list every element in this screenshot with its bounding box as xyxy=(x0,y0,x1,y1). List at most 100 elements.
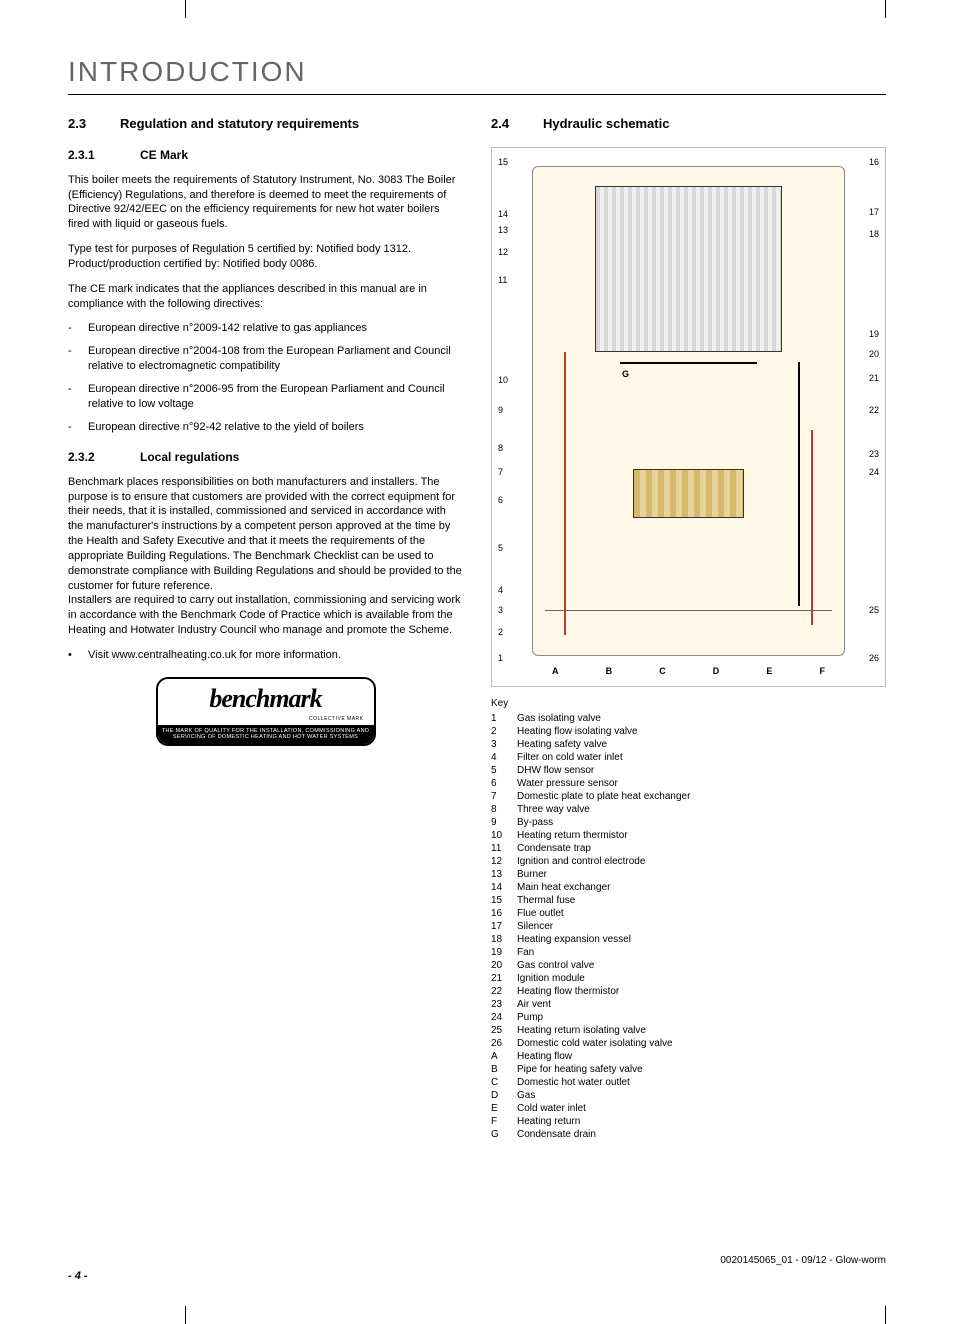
key-row: 13Burner xyxy=(491,868,886,881)
key-label: Heating flow isolating valve xyxy=(517,725,638,738)
key-id: 23 xyxy=(491,998,517,1011)
key-id: 13 xyxy=(491,868,517,881)
schematic-callout: 26 xyxy=(869,652,879,664)
schematic-callout: 25 xyxy=(869,604,879,616)
key-label: Condensate trap xyxy=(517,842,591,855)
schematic-callout: 2 xyxy=(498,626,503,638)
key-row: 16Flue outlet xyxy=(491,907,886,920)
key-label: Ignition and control electrode xyxy=(517,855,645,868)
key-row: 10Heating return thermistor xyxy=(491,829,886,842)
key-id: 16 xyxy=(491,907,517,920)
benchmark-logo: benchmark COLLECTIVE MARK THE MARK OF QU… xyxy=(156,677,376,746)
crop-mark xyxy=(885,1306,886,1324)
key-id: 1 xyxy=(491,712,517,725)
schematic-callout: 23 xyxy=(869,448,879,460)
heat-exchanger-shape xyxy=(595,186,782,352)
key-row: 2Heating flow isolating valve xyxy=(491,725,886,738)
subsection-title: Local regulations xyxy=(140,449,239,465)
key-row: 4Filter on cold water inlet xyxy=(491,751,886,764)
schematic-label-g: G xyxy=(622,368,629,380)
schematic-callout: 19 xyxy=(869,328,879,340)
key-label: Flue outlet xyxy=(517,907,564,920)
key-label: Heating expansion vessel xyxy=(517,933,631,946)
key-id: 14 xyxy=(491,881,517,894)
title-rule xyxy=(68,94,886,95)
subsection-heading-2-3-2: 2.3.2 Local regulations xyxy=(68,449,463,465)
key-label: Heating return xyxy=(517,1115,580,1128)
key-label: Gas isolating valve xyxy=(517,712,601,725)
key-label: Fan xyxy=(517,946,534,959)
pipe-shape xyxy=(620,362,757,364)
key-row: 18Heating expansion vessel xyxy=(491,933,886,946)
list-item: Visit www.centralheating.co.uk for more … xyxy=(88,648,341,663)
key-row: AHeating flow xyxy=(491,1050,886,1063)
schematic-letter: A xyxy=(552,665,559,677)
schematic-callout: 1 xyxy=(498,652,503,664)
key-id: 24 xyxy=(491,1011,517,1024)
key-row: DGas xyxy=(491,1089,886,1102)
key-row: 20Gas control valve xyxy=(491,959,886,972)
key-row: 14Main heat exchanger xyxy=(491,881,886,894)
crop-mark xyxy=(185,1306,186,1324)
benchmark-band: THE MARK OF QUALITY FOR THE INSTALLATION… xyxy=(158,725,374,744)
key-row: 17Silencer xyxy=(491,920,886,933)
key-label: Domestic cold water isolating valve xyxy=(517,1037,673,1050)
subsection-num: 2.3.1 xyxy=(68,147,140,163)
key-row: 15Thermal fuse xyxy=(491,894,886,907)
schematic-callout: 15 xyxy=(498,156,508,168)
page-title: INTRODUCTION xyxy=(68,56,886,88)
schematic-callout: 9 xyxy=(498,404,503,416)
key-label: Domestic hot water outlet xyxy=(517,1076,630,1089)
key-id: 3 xyxy=(491,738,517,751)
key-row: 12Ignition and control electrode xyxy=(491,855,886,868)
key-id: 7 xyxy=(491,790,517,803)
body-text: Type test for purposes of Regulation 5 c… xyxy=(68,242,463,257)
list-item: European directive n°92-42 relative to t… xyxy=(88,420,463,435)
list-item: European directive n°2009-142 relative t… xyxy=(88,321,463,336)
schematic-callout: 11 xyxy=(498,274,507,286)
schematic-callout: 7 xyxy=(498,466,503,478)
pipe-shape xyxy=(811,430,813,625)
key-label: Thermal fuse xyxy=(517,894,575,907)
key-label: Filter on cold water inlet xyxy=(517,751,623,764)
plate-exchanger-shape xyxy=(633,469,745,518)
list-item: European directive n°2004-108 from the E… xyxy=(88,344,463,374)
key-id: 2 xyxy=(491,725,517,738)
directives-list: European directive n°2009-142 relative t… xyxy=(68,321,463,434)
key-row: BPipe for heating safety valve xyxy=(491,1063,886,1076)
key-row: 3Heating safety valve xyxy=(491,738,886,751)
key-label: By-pass xyxy=(517,816,553,829)
key-row: 11Condensate trap xyxy=(491,842,886,855)
key-id: 12 xyxy=(491,855,517,868)
key-label: Heating return isolating valve xyxy=(517,1024,646,1037)
pipe-shape xyxy=(798,362,800,606)
key-label: Silencer xyxy=(517,920,553,933)
section-num: 2.3 xyxy=(68,115,120,133)
key-id: E xyxy=(491,1102,517,1115)
schematic-callout: 12 xyxy=(498,246,508,258)
key-row: 24Pump xyxy=(491,1011,886,1024)
key-label: Burner xyxy=(517,868,547,881)
footer-doc-id: 0020145065_01 - 09/12 - Glow-worm xyxy=(68,1255,886,1266)
key-label: DHW flow sensor xyxy=(517,764,594,777)
pipe-shape xyxy=(545,610,831,611)
schematic-bottom-letters: ABCDEF xyxy=(552,665,825,677)
right-column: 2.4 Hydraulic schematic G ABCDEF 1514131… xyxy=(491,115,886,1141)
key-label: Ignition module xyxy=(517,972,585,985)
body-text: Benchmark places responsibilities on bot… xyxy=(68,475,463,594)
schematic-callout: 4 xyxy=(498,584,503,596)
schematic-letter: F xyxy=(819,665,825,677)
key-id: 26 xyxy=(491,1037,517,1050)
key-label: Main heat exchanger xyxy=(517,881,610,894)
key-row: 21Ignition module xyxy=(491,972,886,985)
schematic-letter: C xyxy=(659,665,666,677)
key-id: 5 xyxy=(491,764,517,777)
schematic-callout: 16 xyxy=(869,156,879,168)
key-id: 22 xyxy=(491,985,517,998)
schematic-callout: 6 xyxy=(498,494,503,506)
key-row: 6Water pressure sensor xyxy=(491,777,886,790)
key-row: 7Domestic plate to plate heat exchanger xyxy=(491,790,886,803)
body-text: Installers are required to carry out ins… xyxy=(68,593,463,638)
schematic-letter: B xyxy=(606,665,613,677)
key-id: 4 xyxy=(491,751,517,764)
